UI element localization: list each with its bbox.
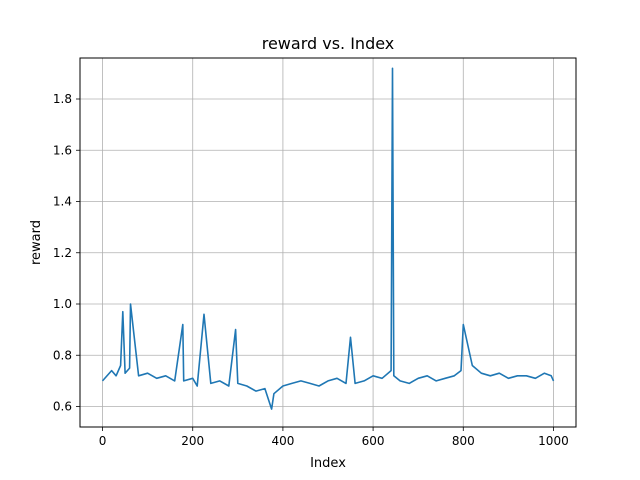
y-tick-label: 1.8 [53, 92, 72, 106]
x-tick-label: 800 [452, 434, 475, 448]
x-tick-label: 0 [99, 434, 107, 448]
x-tick-label: 1000 [538, 434, 569, 448]
y-tick-label: 1.6 [53, 143, 72, 157]
grid [80, 58, 576, 427]
y-tick-label: 1.2 [53, 246, 72, 260]
y-axis-label: reward [29, 220, 44, 265]
x-axis-label: Index [310, 456, 346, 471]
series-line [101, 67, 555, 410]
x-tick-label: 600 [362, 434, 385, 448]
y-tick-label: 0.8 [53, 348, 72, 362]
x-tick-label: 400 [271, 434, 294, 448]
y-tick-label: 1.4 [53, 195, 72, 209]
y-tick-label: 0.6 [53, 400, 72, 414]
y-tick-label: 1.0 [53, 297, 72, 311]
series-layer [101, 67, 555, 410]
ticks: 0 200 400 600 800 1000 0.6 0.8 1.0 1.2 1.4 1.6 1.8 [53, 92, 569, 448]
x-tick-label: 200 [181, 434, 204, 448]
chart-title: reward vs. Index [262, 34, 395, 53]
plot-frame [79, 57, 577, 428]
